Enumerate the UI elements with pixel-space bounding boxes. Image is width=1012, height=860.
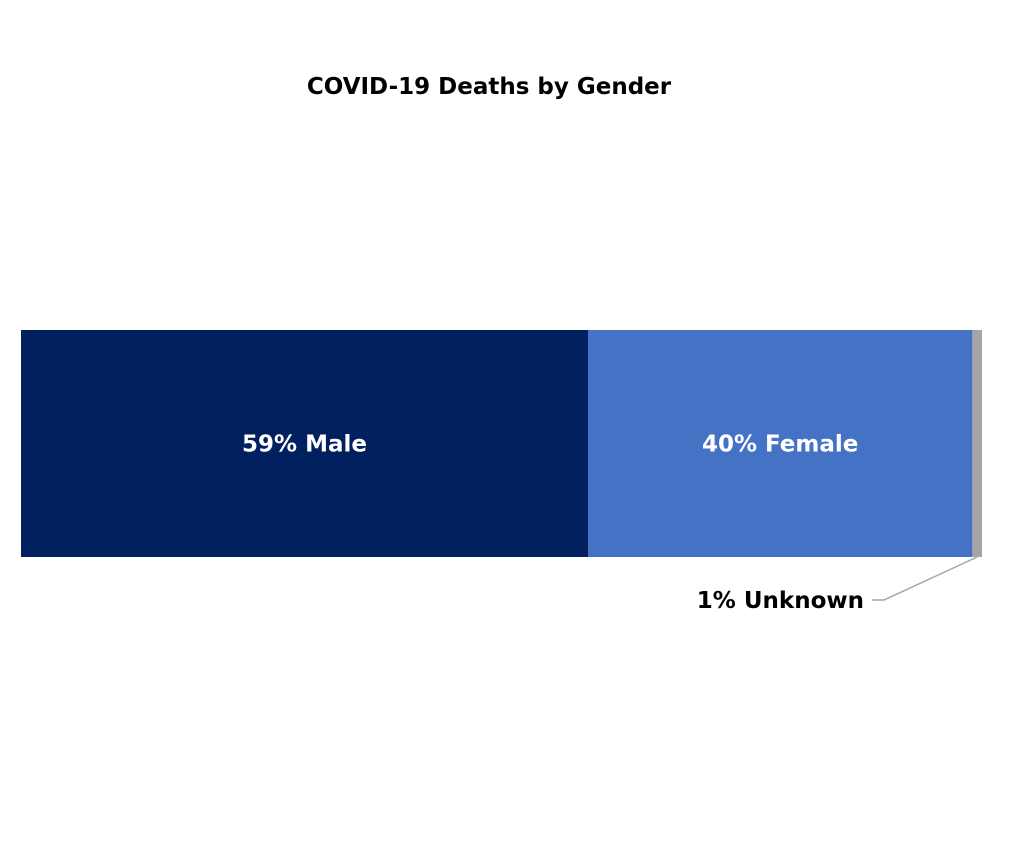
bar-segment-female	[587, 330, 973, 557]
chart-title: COVID-19 Deaths by Gender	[307, 74, 672, 100]
leader-line-unknown	[872, 556, 978, 601]
bar-segment-male	[21, 330, 588, 557]
bar-labels: 59% Male 40% Female 1% Unknown	[242, 432, 978, 614]
data-label-female: 40% Female	[702, 432, 858, 458]
data-label-male: 59% Male	[242, 432, 367, 458]
bar-segment-unknown	[972, 330, 982, 557]
stacked-bar	[21, 330, 982, 557]
data-label-unknown: 1% Unknown	[697, 588, 864, 614]
